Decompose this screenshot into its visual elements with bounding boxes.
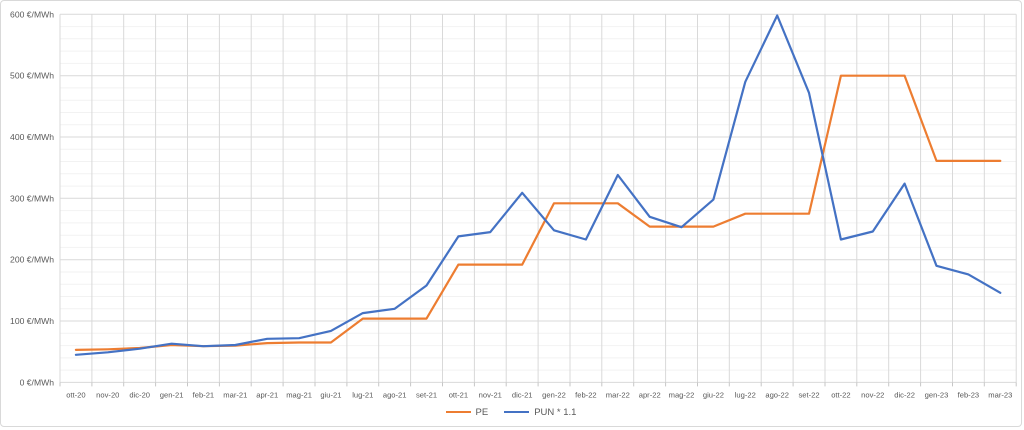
y-axis-label: 400 €/MWh [10, 132, 54, 142]
legend-swatch-pun [504, 411, 530, 413]
x-axis-label: mag-22 [669, 391, 695, 400]
x-axis-label: set-22 [798, 391, 819, 400]
y-axis-label: 600 €/MWh [10, 9, 54, 19]
x-axis-label: nov-20 [96, 391, 119, 400]
x-axis-label: ott-20 [66, 391, 85, 400]
x-axis-label: ott-22 [831, 391, 850, 400]
x-axis-label: dic-22 [894, 391, 915, 400]
x-axis-label: gen-21 [160, 391, 184, 400]
x-axis-label: ago-22 [765, 391, 789, 400]
legend-label-pe: PE [475, 406, 489, 418]
x-axis-label: set-21 [416, 391, 437, 400]
x-axis-label: apr-21 [256, 391, 278, 400]
x-axis-label: mar-22 [606, 391, 630, 400]
y-axis-label: 0 €/MWh [20, 377, 55, 387]
legend-item-pun[interactable]: PUN * 1.1 [504, 407, 576, 418]
y-axis-label: 200 €/MWh [10, 255, 54, 265]
x-axis-label: nov-21 [479, 391, 502, 400]
x-axis-label: mar-21 [223, 391, 247, 400]
x-axis-label: apr-22 [639, 391, 661, 400]
x-axis-label: dic-20 [129, 391, 150, 400]
y-axis-label: 100 €/MWh [10, 316, 54, 326]
x-axis-label: feb-21 [193, 391, 215, 400]
y-axis-label: 500 €/MWh [10, 71, 54, 81]
legend-swatch-pe [445, 411, 471, 413]
x-axis-label: ago-21 [383, 391, 407, 400]
x-axis-label: mag-21 [286, 391, 312, 400]
x-axis-label: gen-22 [542, 391, 566, 400]
x-axis-label: lug-21 [352, 391, 373, 400]
x-axis-label: nov-22 [861, 391, 884, 400]
series-line-pun-1-1[interactable] [74, 14, 1002, 356]
x-axis-label: gen-23 [925, 391, 949, 400]
x-axis-label: giu-21 [320, 391, 341, 400]
x-axis-label: feb-22 [575, 391, 597, 400]
legend-item-pe[interactable]: PE [445, 406, 489, 418]
legend-label-pun: PUN * 1.1 [534, 406, 577, 418]
x-axis-label: feb-23 [958, 391, 980, 400]
x-axis-label: lug-22 [735, 391, 756, 400]
x-axis-label: ott-21 [449, 391, 468, 400]
x-axis-label: mar-23 [988, 391, 1012, 400]
x-axis-label: dic-21 [512, 391, 533, 400]
y-axis-label: 300 €/MWh [10, 193, 54, 203]
chart-legend: PE PUN * 1.1 [1, 404, 1021, 420]
x-axis-label: giu-22 [703, 391, 724, 400]
